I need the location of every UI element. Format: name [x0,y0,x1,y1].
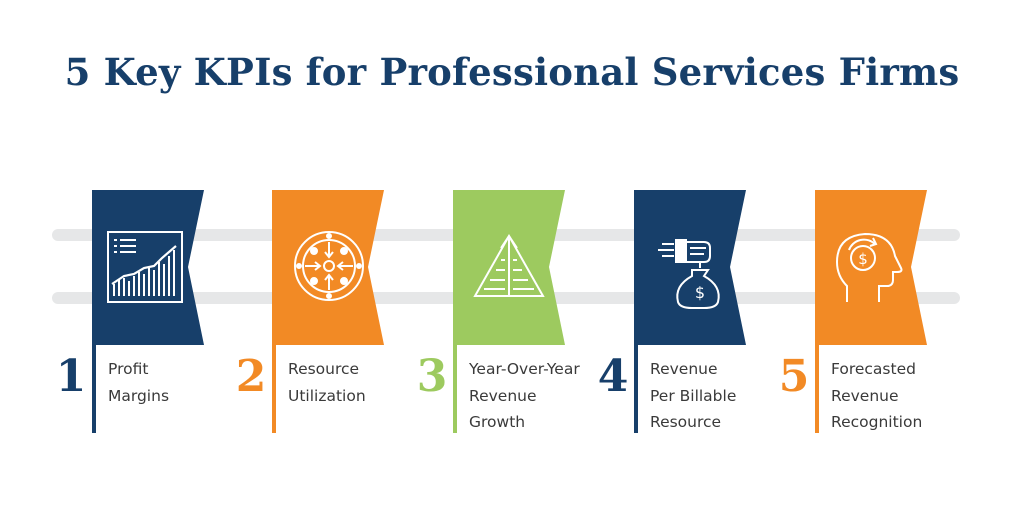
kpi-label-line: Margins [108,386,170,405]
kpi-pole [272,190,276,433]
money-bag-hand-icon: $ [646,226,732,312]
kpi-label-line: Revenue [469,386,537,405]
svg-text:$: $ [858,250,868,268]
page-title: 5 Key KPIs for Professional Services Fir… [64,50,960,94]
kpi-label: Profit Margins [108,356,258,409]
kpi-label: Revenue Per Billable Resource [650,356,800,436]
kpi-label-line: Profit [108,360,149,378]
kpi-label: Resource Utilization [288,356,438,409]
kpi-flag [634,190,757,345]
kpi-label-line: Revenue [650,360,718,378]
kpi-label-line: Resource [650,413,722,431]
kpi-label-line: Year-Over-Year [469,360,580,378]
kpi-flag [272,190,395,345]
kpi-item-4: $ 4 Revenue Per Billable Resource [598,190,824,440]
kpi-label-line: Per Billable [650,386,737,405]
kpi-number: 1 [55,351,87,402]
kpi-item-3: 3 Year-Over-Year Revenue Growth [417,190,643,440]
kpi-number: 5 [778,351,810,402]
kpi-pole [634,190,638,433]
kpi-label-line: Utilization [288,386,366,405]
resource-target-icon [284,226,370,312]
kpi-label-line: Resource [288,360,360,378]
kpi-label-line: Growth [469,413,526,431]
kpi-number: 3 [416,351,448,402]
kpi-number: 2 [235,351,267,402]
kpi-pole [815,190,819,433]
growth-pyramid-icon [465,226,551,312]
kpi-item-5: $ 5 Forecasted Revenue Recognition [779,190,1005,440]
kpi-label-line: Recognition [831,413,923,431]
kpi-label-line: Forecasted [831,360,916,378]
profit-chart-icon [104,226,190,312]
kpi-item-1: 1 Profit Margins [56,190,282,440]
kpi-pole [92,190,96,433]
kpi-item-2: 2 Resource Utilization [236,190,462,440]
kpi-label: Year-Over-Year Revenue Growth [469,356,619,436]
kpi-number: 4 [597,351,629,402]
kpi-label: Forecasted Revenue Recognition [831,356,981,436]
head-dollar-icon: $ [827,226,913,312]
kpi-pole [453,190,457,433]
svg-text:$: $ [695,283,705,302]
kpi-label-line: Revenue [831,386,899,405]
